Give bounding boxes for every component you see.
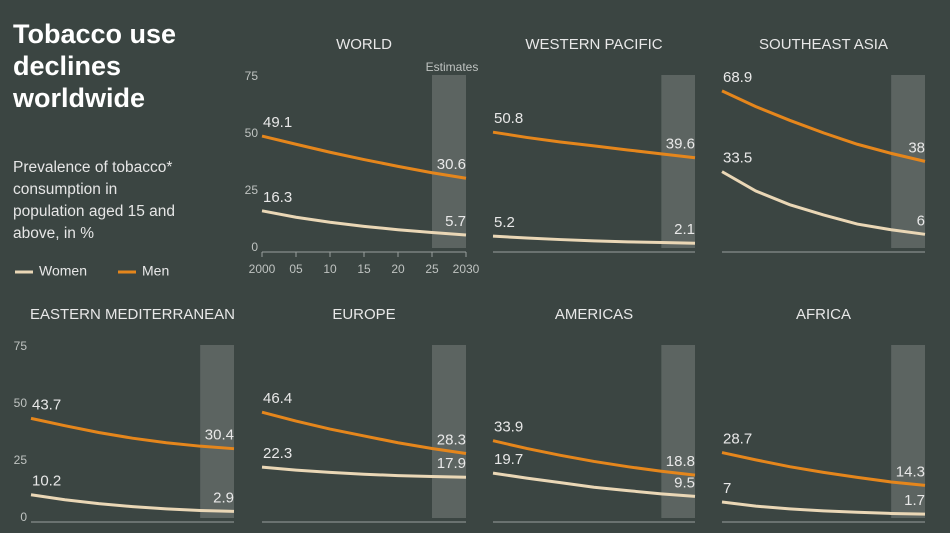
y-tick-label: 0 — [20, 510, 27, 524]
data-label: 33.9 — [494, 419, 523, 436]
x-tick-label: 20 — [391, 262, 405, 276]
y-tick-label: 25 — [14, 453, 28, 467]
line — [492, 234, 696, 245]
data-label: 28.3 — [437, 431, 466, 448]
estimates-band — [432, 75, 466, 248]
x-tick-label: 15 — [357, 262, 371, 276]
estimates-band — [661, 345, 695, 518]
data-label: 16.3 — [263, 189, 292, 206]
data-label: 30.6 — [437, 156, 466, 173]
line — [261, 410, 467, 455]
data-label: 17.9 — [437, 455, 466, 472]
estimates-label: Estimates — [426, 60, 479, 74]
y-tick-label: 75 — [245, 69, 259, 83]
y-tick-label: 0 — [251, 240, 258, 254]
line — [721, 500, 926, 516]
data-label: 46.4 — [263, 390, 292, 407]
data-label: 43.7 — [32, 396, 61, 413]
x-tick-label: 05 — [289, 262, 303, 276]
line — [30, 493, 235, 513]
line — [261, 209, 467, 237]
y-tick-label: 50 — [14, 396, 28, 410]
data-label: 10.2 — [32, 473, 61, 490]
panel-title: WORLD — [336, 36, 392, 53]
panel-title: SOUTHEAST ASIA — [759, 36, 888, 53]
data-label: 14.3 — [896, 463, 925, 480]
line — [492, 439, 696, 477]
data-label: 1.7 — [904, 492, 925, 509]
legend-label: Women — [39, 263, 87, 279]
x-tick-label: 2030 — [453, 262, 480, 276]
line — [721, 451, 926, 487]
y-tick-label: 75 — [14, 339, 28, 353]
line — [261, 134, 467, 180]
panel-title: EUROPE — [332, 306, 395, 323]
estimates-band — [200, 345, 234, 518]
data-label: 2.1 — [674, 221, 695, 238]
x-tick-label: 25 — [425, 262, 439, 276]
subtitle: Prevalence of tobacco* consumption in po… — [13, 159, 176, 242]
data-label: 49.1 — [263, 114, 292, 131]
data-label: 18.8 — [666, 453, 695, 470]
data-label: 39.6 — [666, 136, 695, 153]
data-label: 9.5 — [674, 474, 695, 491]
panel-title: AFRICA — [796, 306, 851, 323]
data-label: 30.4 — [205, 427, 234, 444]
data-label: 5.2 — [494, 214, 515, 231]
estimates-band — [661, 75, 695, 248]
line — [492, 130, 696, 160]
data-label: 28.7 — [723, 431, 752, 448]
y-tick-label: 50 — [245, 126, 259, 140]
panel-title: WESTERN PACIFIC — [525, 36, 662, 53]
data-label: 22.3 — [263, 445, 292, 462]
estimates-band — [891, 345, 925, 518]
title: Tobacco use declines worldwide — [13, 19, 177, 113]
data-label: 19.7 — [494, 451, 523, 468]
data-label: 68.9 — [723, 69, 752, 86]
data-label: 6 — [917, 212, 925, 229]
line — [261, 465, 467, 479]
line — [721, 170, 926, 236]
data-label: 2.9 — [213, 489, 234, 506]
line — [30, 416, 235, 451]
data-label: 50.8 — [494, 110, 523, 127]
legend-label: Men — [142, 263, 169, 279]
data-label: 7 — [723, 480, 731, 497]
panel-title: AMERICAS — [555, 306, 633, 323]
data-label: 33.5 — [723, 150, 752, 167]
x-tick-label: 10 — [323, 262, 337, 276]
y-tick-label: 25 — [245, 183, 259, 197]
line — [492, 471, 696, 498]
x-tick-label: 2000 — [249, 262, 276, 276]
line — [721, 89, 926, 163]
data-label: 38 — [908, 139, 925, 156]
data-label: 5.7 — [445, 213, 466, 230]
panel-title: EASTERN MEDITERRANEAN — [30, 306, 235, 323]
estimates-band — [432, 345, 466, 518]
